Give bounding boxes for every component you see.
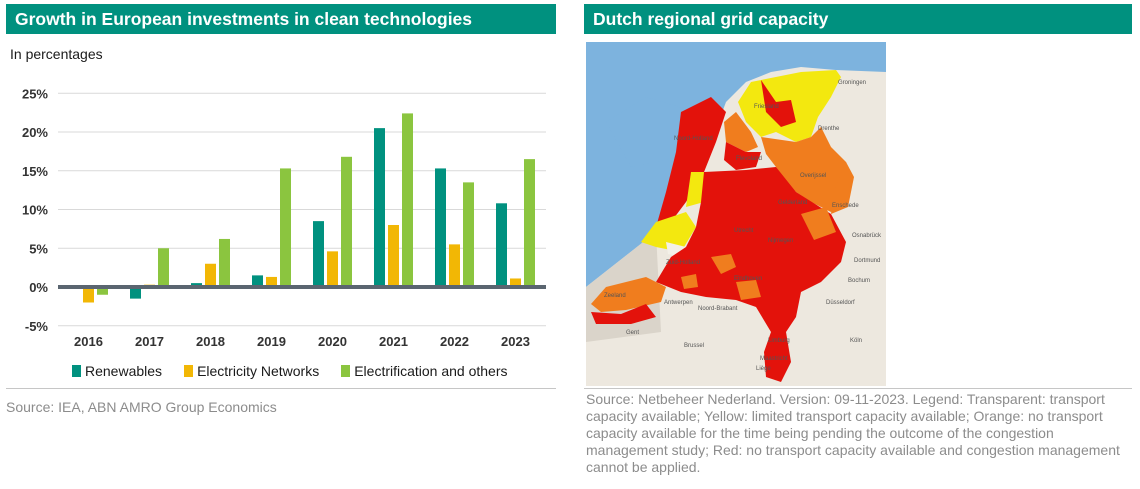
y-tick-label: 0% (29, 280, 48, 295)
chart-legend: Renewables Electricity Networks Electrif… (72, 363, 508, 379)
bar-chart: 25% 20% 15% 10% 5% 0% -5% 2016 2017 2018 2019 2020… (0, 60, 560, 360)
legend-item-electricity-networks: Electricity Networks (184, 363, 319, 379)
map-label-23: Enschede (832, 203, 859, 209)
x-tick-label: 2017 (135, 334, 164, 349)
divider-left (6, 388, 556, 389)
y-tick-label: 25% (22, 86, 48, 101)
map-label-8: Zeeland (604, 293, 626, 299)
chart-title: Growth in European investments in clean … (6, 4, 556, 34)
legend-label-electricity-networks: Electricity Networks (197, 363, 319, 379)
legend-item-renewables: Renewables (72, 363, 162, 379)
y-tick-label: 10% (22, 203, 48, 218)
map-label-20: Maastricht (760, 356, 788, 362)
legend-label-renewables: Renewables (85, 363, 162, 379)
map-label-15: Bochum (848, 278, 870, 284)
map-label-4: Gelderland (778, 200, 807, 206)
map-label-2: Drenthe (818, 126, 840, 132)
map-label-14: Köln (850, 338, 862, 344)
map-label-7: Zuid-Holland (666, 260, 700, 266)
y-axis-ticks: 25% 20% 15% 10% 5% 0% -5% (22, 86, 48, 334)
map-label-13: Düsseldorf (826, 300, 855, 306)
legend-swatch-renewables (72, 365, 81, 377)
bars (83, 113, 535, 302)
bar-electrification-and-others-2023 (524, 159, 535, 287)
bar-electrification-and-others-2017 (158, 248, 169, 287)
x-tick-label: 2021 (379, 334, 408, 349)
divider-right (584, 388, 1132, 389)
bar-electrification-and-others-2018 (219, 239, 230, 287)
x-tick-label: 2018 (196, 334, 225, 349)
legend-swatch-electrification (341, 365, 350, 377)
map-label-9: Noord-Brabant (698, 306, 738, 312)
x-tick-label: 2019 (257, 334, 286, 349)
map-label-17: Brussel (684, 343, 704, 349)
y-tick-label: 5% (29, 241, 48, 256)
map-label-21: Eindhoven (734, 276, 762, 282)
map-label-19: Liège (756, 366, 771, 372)
bar-renewables-2021 (374, 128, 385, 287)
map-label-22: Nijmegen (768, 238, 793, 244)
map-label-10: Limburg (768, 338, 790, 344)
bar-electrification-and-others-2019 (280, 168, 291, 287)
y-tick-label: -5% (25, 319, 49, 334)
x-tick-label: 2020 (318, 334, 347, 349)
bar-electrification-and-others-2022 (463, 182, 474, 287)
legend-swatch-electricity-networks (184, 365, 193, 377)
y-tick-label: 15% (22, 164, 48, 179)
bar-electrification-and-others-2021 (402, 113, 413, 287)
x-axis-ticks: 2016 2017 2018 2019 2020 2021 2022 2023 (74, 334, 530, 349)
x-tick-label: 2022 (440, 334, 469, 349)
map-label-24: Osnabrück (852, 233, 882, 239)
map-label-5: Utrecht (734, 228, 754, 234)
y-tick-label: 20% (22, 125, 48, 140)
map-label-18: Gent (626, 330, 639, 336)
bar-renewables-2023 (496, 203, 507, 287)
bar-electricity-networks-2020 (327, 251, 338, 287)
map-label-11: Flevoland (736, 156, 762, 162)
legend-label-electrification: Electrification and others (354, 363, 507, 379)
map-label-0: Groningen (838, 80, 866, 86)
bar-electricity-networks-2016 (83, 287, 94, 303)
x-tick-label: 2023 (501, 334, 530, 349)
map-label-3: Overijssel (800, 173, 826, 179)
map-label-6: Noord-Holland (674, 136, 713, 142)
bar-electricity-networks-2021 (388, 225, 399, 287)
legend-item-electrification: Electrification and others (341, 363, 507, 379)
x-tick-label: 2016 (74, 334, 103, 349)
source-note-left: Source: IEA, ABN AMRO Group Economics (6, 399, 277, 415)
bar-electricity-networks-2022 (449, 244, 460, 287)
map-label-1: Friesland (754, 104, 779, 110)
source-note-right: Source: Netbeheer Nederland. Version: 09… (586, 391, 1126, 476)
map-label-12: Dortmund (854, 258, 880, 264)
bar-renewables-2020 (313, 221, 324, 287)
grid-capacity-map: Groningen Friesland Drenthe Overijssel G… (586, 42, 886, 386)
map-title: Dutch regional grid capacity (584, 4, 1132, 34)
bar-electricity-networks-2018 (205, 264, 216, 287)
map-label-16: Antwerpen (664, 300, 693, 306)
bar-renewables-2022 (435, 168, 446, 287)
bar-electrification-and-others-2020 (341, 157, 352, 287)
